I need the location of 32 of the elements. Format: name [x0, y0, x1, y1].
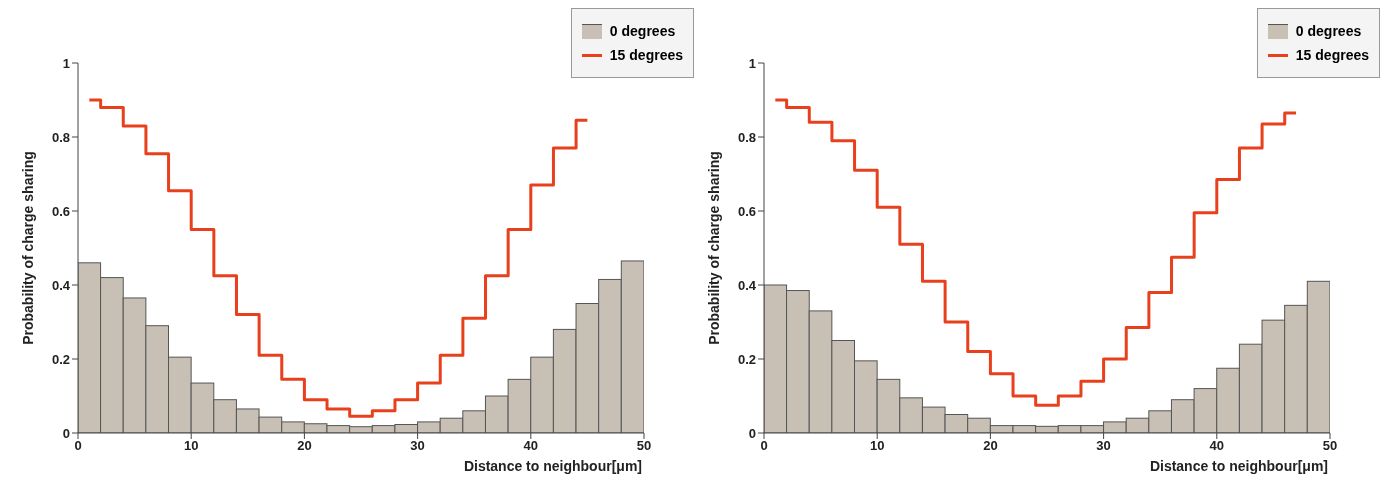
y-tick-label: 0.6 [737, 203, 756, 219]
x-tick-label: 40 [1209, 438, 1225, 454]
y-tick-label: 0.2 [51, 351, 70, 367]
y-tick-label: 0.4 [51, 277, 71, 293]
x-tick-label: 0 [760, 438, 768, 454]
y-tick-label: 0.2 [737, 351, 756, 367]
y-tick-label: 0 [62, 425, 70, 441]
x-tick-label: 20 [983, 438, 998, 454]
y-tick-label: 0.8 [51, 129, 70, 145]
legend-label: 0 degrees [1295, 23, 1362, 39]
y-axis-title: Probability of charge sharing [705, 151, 722, 345]
x-axis-title: Distance to neighbour[μm] [463, 458, 642, 474]
y-tick-label: 0 [748, 425, 756, 441]
y-tick-label: 0.6 [51, 203, 70, 219]
x-tick-label: 30 [1096, 438, 1111, 454]
x-tick-label: 10 [183, 438, 199, 454]
x-axis-title: Distance to neighbour[μm] [1149, 458, 1328, 474]
x-tick-label: 10 [869, 438, 885, 454]
y-tick-label: 1 [62, 55, 70, 71]
y-axis-title: Probability of charge sharing [19, 151, 36, 345]
x-tick-label: 40 [523, 438, 539, 454]
legend-label: 15 degrees [1295, 47, 1369, 63]
y-tick-label: 0.4 [737, 277, 757, 293]
y-tick-label: 0.8 [737, 129, 756, 145]
legend-label: 0 degrees [609, 23, 676, 39]
legend-label: 15 degrees [609, 47, 683, 63]
x-tick-label: 20 [297, 438, 312, 454]
x-tick-label: 30 [410, 438, 425, 454]
x-tick-label: 50 [636, 438, 652, 454]
x-tick-label: 50 [1322, 438, 1338, 454]
x-tick-label: 0 [74, 438, 82, 454]
y-tick-label: 1 [748, 55, 756, 71]
